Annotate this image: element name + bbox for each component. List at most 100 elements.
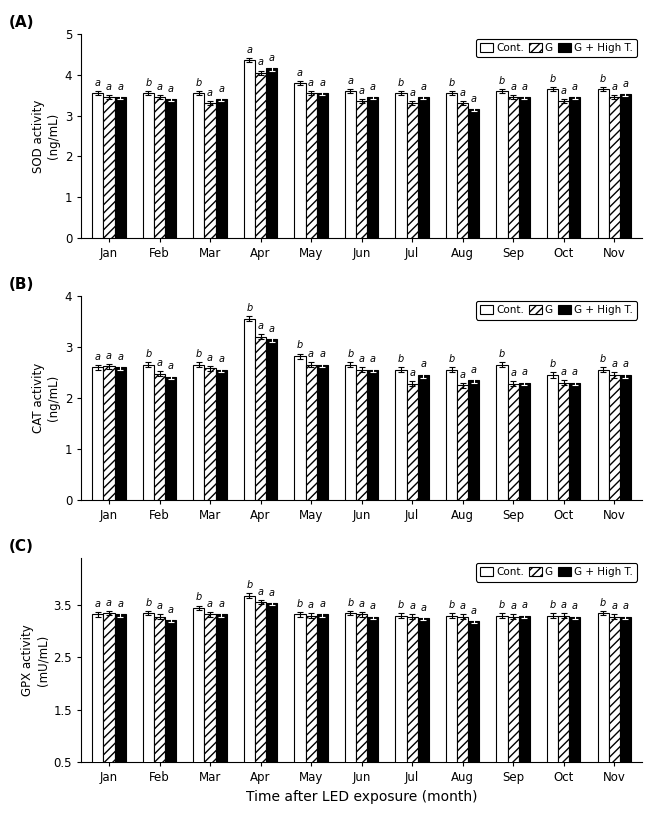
Text: a: a [420,82,426,92]
Text: a: a [308,78,314,88]
Bar [608,97,620,238]
Text: b: b [499,600,505,610]
Text: a: a [471,94,477,104]
Text: a: a [622,79,628,89]
Text: a: a [246,45,252,55]
Text: a: a [258,57,263,67]
Text: a: a [409,601,415,611]
Bar [255,73,266,238]
Bar [266,339,277,500]
Bar [468,380,480,500]
Bar [294,83,306,238]
Bar [165,620,176,789]
Text: b: b [348,598,353,608]
Bar [569,617,580,789]
Bar [193,364,204,500]
Bar [620,617,631,789]
Text: a: a [560,86,567,96]
Text: a: a [572,367,578,377]
Text: a: a [622,601,628,611]
Bar [143,364,154,500]
Text: a: a [168,84,173,94]
Text: a: a [95,351,101,362]
Bar [519,382,530,500]
Text: b: b [600,598,606,608]
Bar [620,94,631,238]
Text: a: a [560,600,567,610]
Bar [317,614,328,789]
Text: a: a [471,364,477,374]
Bar [103,613,114,789]
Text: a: a [207,600,213,609]
Bar [547,89,558,238]
Text: a: a [218,600,224,609]
Text: a: a [521,600,528,610]
Text: a: a [258,587,263,597]
Bar [143,93,154,238]
Bar [569,97,580,238]
Text: a: a [471,605,477,616]
Bar [597,89,608,238]
Text: a: a [348,76,353,86]
Text: a: a [269,588,275,598]
Text: a: a [308,349,314,360]
Bar [446,93,457,238]
Text: b: b [398,355,404,364]
Bar [457,385,468,500]
Bar [204,103,215,238]
Text: a: a [622,360,628,369]
Bar [193,608,204,789]
Text: a: a [409,368,415,378]
Bar [508,617,519,789]
Bar [367,617,378,789]
Bar [244,319,255,500]
Bar [114,614,125,789]
Bar [446,370,457,500]
Text: a: a [510,82,516,92]
Bar [396,616,407,789]
Bar [92,93,103,238]
Bar [569,382,580,500]
Bar [468,621,480,789]
Bar [103,97,114,238]
Text: a: a [521,367,528,377]
Bar [143,613,154,789]
Text: b: b [398,78,404,88]
Text: a: a [370,355,376,364]
Bar [356,370,367,500]
Text: b: b [449,78,455,88]
Bar [519,97,530,238]
Bar [92,614,103,789]
Bar [396,370,407,500]
Bar [317,93,328,238]
Text: a: a [409,88,415,98]
Text: b: b [145,78,152,88]
Text: b: b [196,349,202,360]
Bar [367,97,378,238]
Bar [306,616,317,789]
Y-axis label: GPX activity
(mU/mL): GPX activity (mU/mL) [22,624,49,696]
Bar [367,370,378,500]
Bar [457,617,468,789]
Bar [165,99,176,238]
Text: (C): (C) [9,539,33,554]
Bar [468,110,480,238]
Bar [356,614,367,789]
Bar [103,366,114,500]
Bar [497,91,508,238]
Bar [519,616,530,789]
Text: b: b [145,349,152,360]
Text: a: a [106,82,112,92]
X-axis label: Time after LED exposure (month): Time after LED exposure (month) [246,790,478,804]
Text: a: a [359,86,365,96]
Y-axis label: CAT activity
(ng/mL): CAT activity (ng/mL) [32,363,60,433]
Text: a: a [156,358,162,368]
Bar [255,603,266,789]
Bar [608,617,620,789]
Bar [345,91,356,238]
Bar [508,97,519,238]
Text: b: b [196,78,202,88]
Bar [154,617,165,789]
Bar [215,614,227,789]
Text: a: a [460,88,466,98]
